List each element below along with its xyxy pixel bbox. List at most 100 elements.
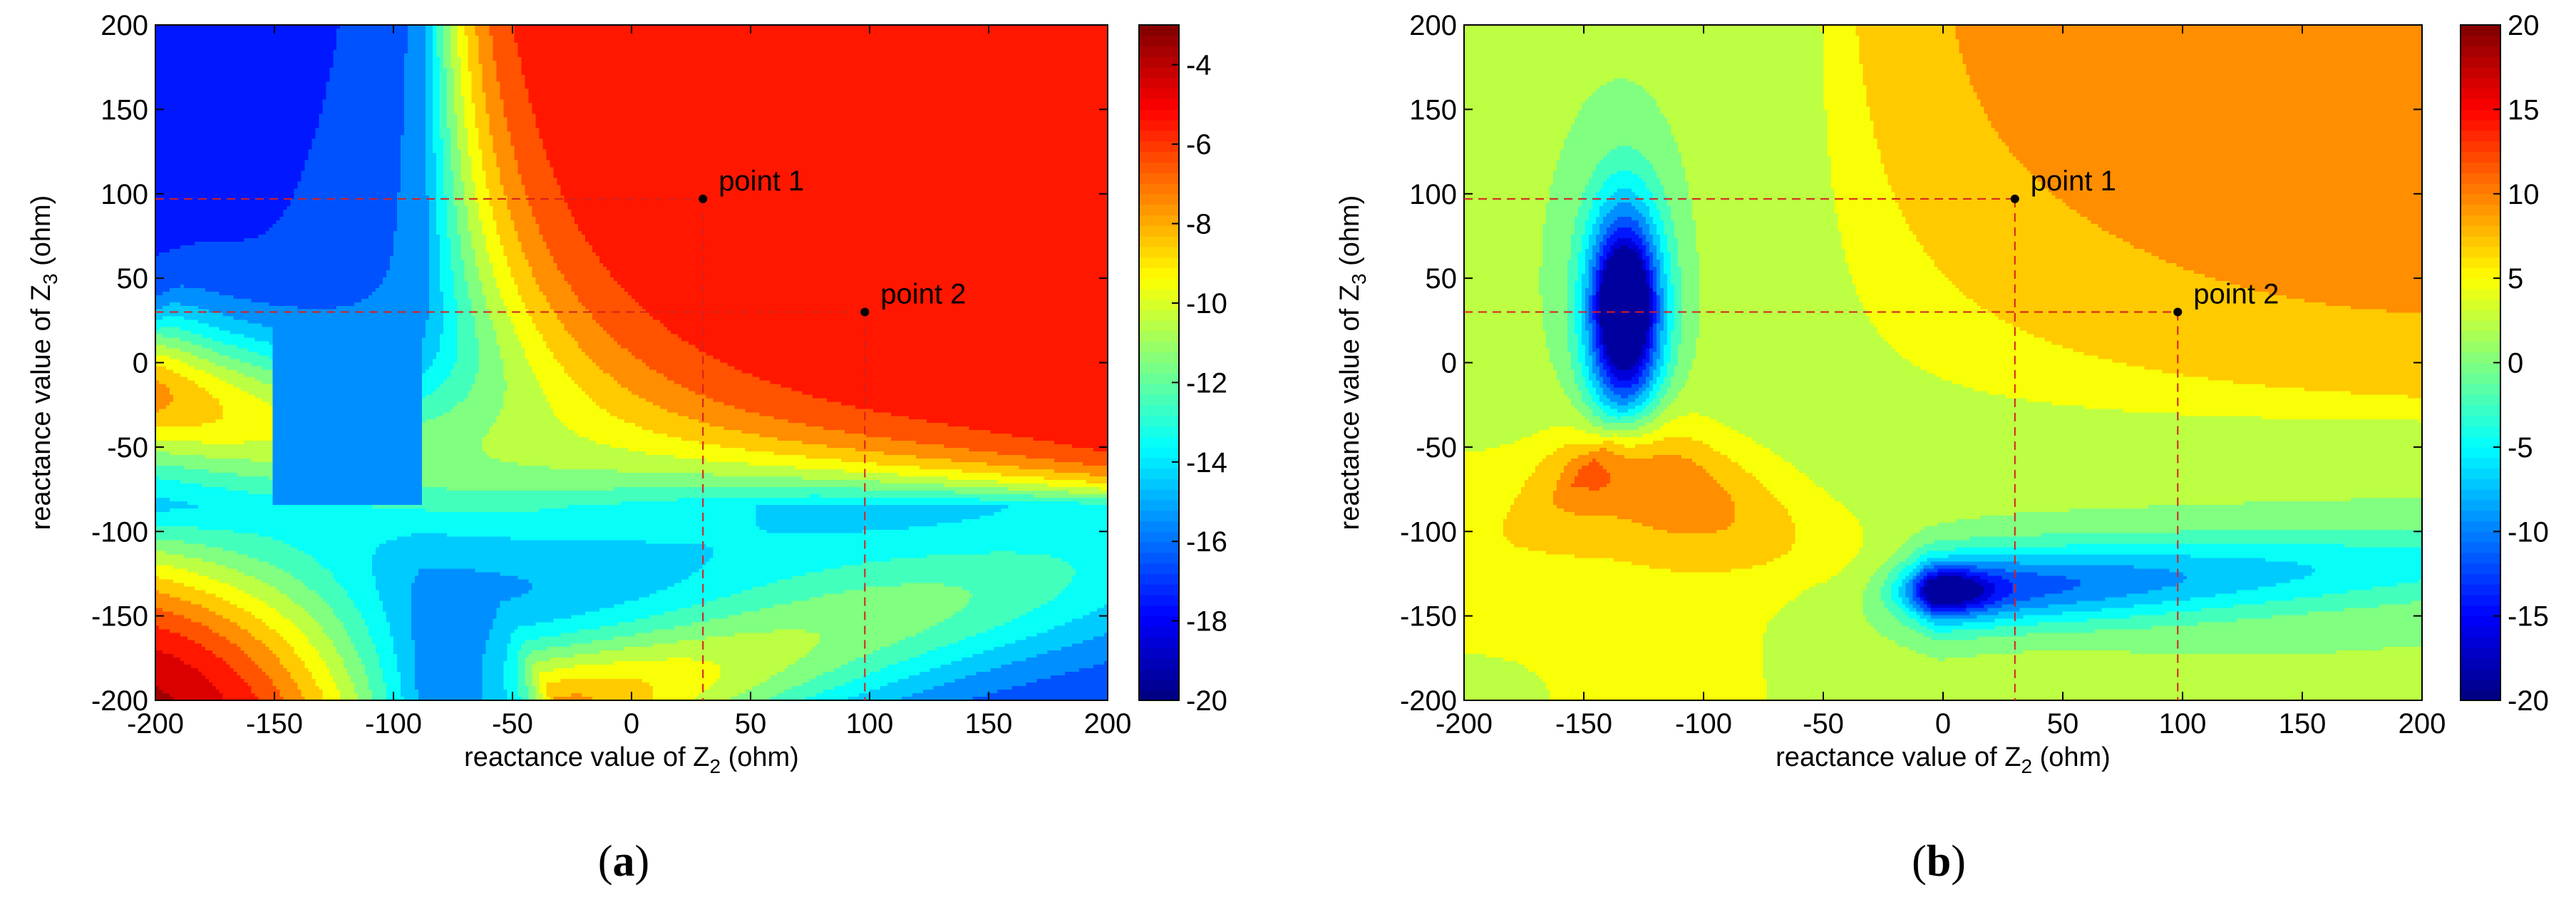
colorbar-swatch (2461, 120, 2500, 131)
colorbar-swatch (1139, 637, 1179, 648)
y-tick-label: 200 (101, 10, 148, 41)
colorbar-swatch (2461, 25, 2500, 36)
y-tick-label: 0 (133, 348, 148, 379)
x-tick-label: 50 (735, 708, 767, 740)
colorbar-swatch (2461, 88, 2500, 100)
colorbar-swatch (2461, 246, 2500, 258)
colorbar-swatch (1139, 605, 1179, 617)
colorbar-swatch (2461, 320, 2500, 332)
colorbar-swatch (2461, 499, 2500, 511)
colorbar-swatch (1139, 288, 1179, 300)
colorbar-swatch (2461, 98, 2500, 110)
colorbar-swatch (1139, 140, 1179, 153)
point-label-2: point 2 (2193, 278, 2279, 310)
colorbar-swatch (1139, 77, 1179, 89)
colorbar-tick-label: -10 (1186, 288, 1227, 319)
colorbar-swatch (1139, 362, 1179, 374)
y-axis-label: reactance value of Z3 (ohm) (26, 195, 61, 531)
colorbar-swatch (2461, 373, 2500, 384)
colorbar-swatch (2461, 531, 2500, 543)
colorbar-swatch (1139, 457, 1179, 469)
point-marker-1 (699, 194, 708, 203)
colorbar-tick-label: -8 (1186, 209, 1212, 240)
colorbar-swatch (2461, 648, 2500, 659)
colorbar-swatch (1139, 658, 1179, 670)
colorbar-swatch (1139, 479, 1179, 490)
colorbar-tick-label: -20 (1186, 685, 1227, 717)
colorbar-swatch (1139, 563, 1179, 575)
colorbar-swatch (1139, 331, 1179, 342)
colorbar-swatch (2461, 109, 2500, 121)
colorbar-swatch (2461, 595, 2500, 606)
colorbar-swatch (1139, 679, 1179, 690)
x-tick-label: -100 (365, 708, 422, 740)
colorbar-swatch (2461, 140, 2500, 153)
point-label-1: point 1 (718, 165, 804, 197)
x-tick-label: 150 (965, 708, 1013, 740)
y-tick-label: 50 (117, 263, 149, 295)
colorbar-swatch (1139, 404, 1179, 416)
colorbar-swatch (2461, 563, 2500, 575)
x-tick-label: 0 (1935, 708, 1951, 740)
colorbar-tick-label: 10 (2508, 179, 2540, 210)
colorbar-swatch (2461, 415, 2500, 426)
contour-fill (155, 25, 1108, 700)
x-tick-label: 150 (2279, 708, 2327, 740)
point-marker-2 (2173, 307, 2183, 317)
x-tick-label: 50 (2047, 708, 2079, 740)
colorbar: -20 -15 -10 -5 0 5 10 15 20 (2460, 10, 2549, 717)
y-tick-label: -200 (1400, 685, 1457, 717)
colorbar-swatch (2461, 67, 2500, 78)
colorbar-swatch (1139, 648, 1179, 659)
colorbar-swatch (2461, 341, 2500, 353)
colorbar-swatch (1139, 373, 1179, 384)
colorbar-frame (1138, 24, 1180, 701)
colorbar-swatch (1139, 384, 1179, 395)
colorbar-swatch (2461, 35, 2500, 47)
colorbar-swatch (2461, 299, 2500, 311)
colorbar-swatch (2461, 468, 2500, 479)
x-axis-label: reactance value of Z2 (ohm) (464, 742, 799, 777)
colorbar-swatch (1139, 426, 1179, 437)
x-tick-label: 100 (2159, 708, 2207, 740)
colorbar-swatch (2461, 457, 2500, 469)
colorbar-swatch (2461, 56, 2500, 68)
colorbar-swatch (1139, 436, 1179, 448)
colorbar-swatch (2461, 573, 2500, 585)
colorbar-swatch (2461, 288, 2500, 300)
colorbar-swatch (2461, 479, 2500, 490)
colorbar-swatch (2461, 426, 2500, 437)
colorbar-swatch (1139, 542, 1179, 553)
colorbar-swatch (1139, 88, 1179, 100)
colorbar-swatch (2461, 446, 2500, 459)
colorbar-swatch (2461, 278, 2500, 290)
x-tick-label: -200 (1436, 708, 1493, 740)
x-tick-label: 100 (846, 708, 894, 740)
colorbar-swatch (2461, 384, 2500, 395)
point-marker-1 (2010, 194, 2019, 203)
colorbar-swatch (2461, 552, 2500, 564)
colorbar-swatch (1139, 468, 1179, 479)
colorbar-tick-label: 5 (2508, 263, 2523, 295)
x-tick-label: -100 (1675, 708, 1732, 740)
colorbar-tick-label: -5 (2508, 432, 2533, 464)
x-tick-label: 0 (624, 708, 639, 740)
colorbar-tick-label: 0 (2508, 348, 2523, 379)
colorbar-swatch (1139, 183, 1179, 195)
colorbar-tick-label: -16 (1186, 526, 1227, 558)
colorbar-swatch (1139, 310, 1179, 321)
colorbar-swatch (1139, 499, 1179, 511)
colorbar-swatch (2461, 489, 2500, 501)
colorbar-swatch (2461, 215, 2500, 226)
colorbar-swatch (1139, 225, 1179, 237)
colorbar-swatch (2461, 510, 2500, 522)
colorbar-swatch (2461, 605, 2500, 617)
colorbar-swatch (1139, 352, 1179, 364)
colorbar-swatch (2461, 521, 2500, 532)
x-tick-label: 200 (2399, 708, 2446, 740)
colorbar-swatch (2461, 690, 2500, 701)
colorbar-swatch (1139, 130, 1179, 142)
contour-fill (1464, 25, 2422, 700)
y-tick-label: 100 (1409, 179, 1457, 210)
y-tick-label: -50 (107, 432, 148, 464)
